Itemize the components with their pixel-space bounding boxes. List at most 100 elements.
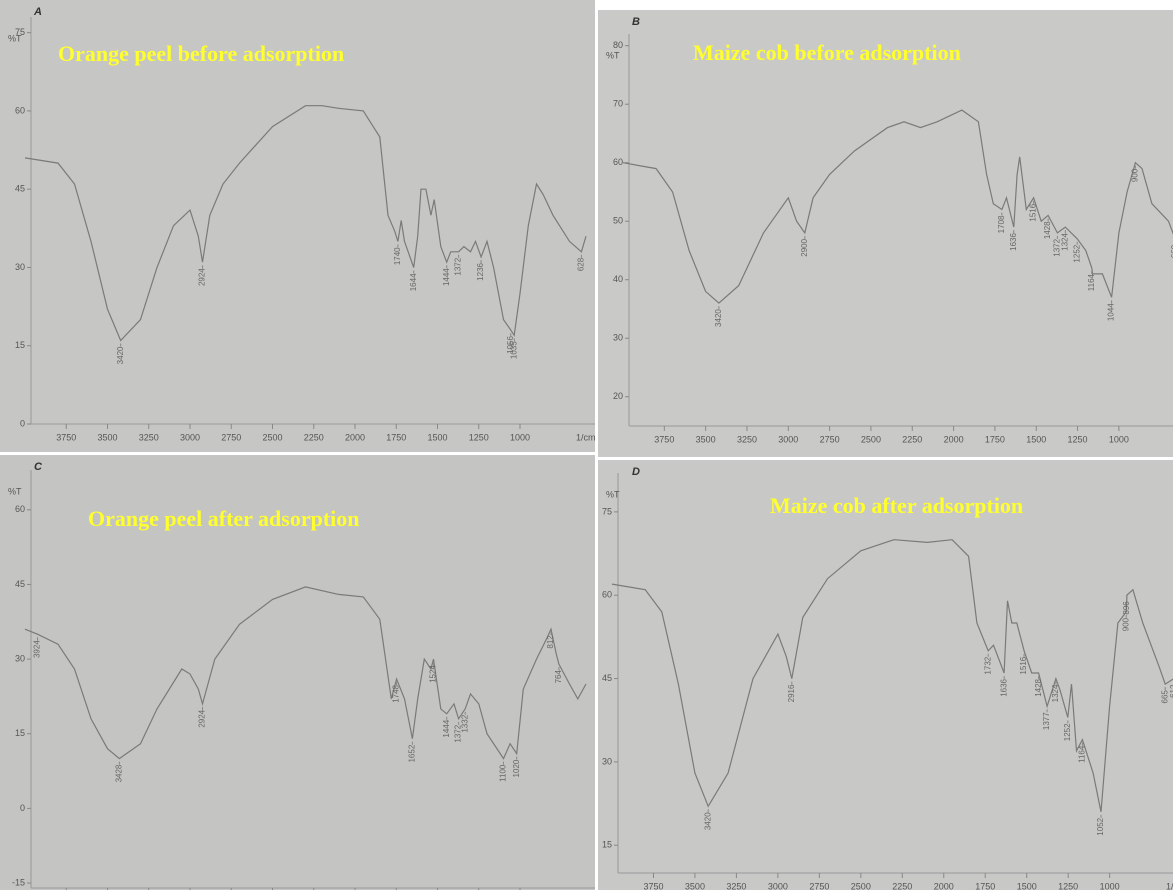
peak-label: 1444 [442,268,451,286]
peak-label: 900 [1131,168,1140,182]
x-tick-label: 2250 [892,881,912,890]
x-tick-label: 3500 [696,434,716,444]
y-tick-label: 80 [613,40,623,50]
y-tick-label: 45 [15,579,25,589]
peak-label: 1652 [408,744,417,762]
panel-letter: C [34,461,43,473]
peak-label: 764 [554,670,563,684]
panel-letter: A [33,6,42,18]
x-tick-label: 3250 [139,432,159,442]
peak-label: 1748 [392,684,401,702]
x-tick-label: 1500 [427,432,447,442]
panel-letter: B [632,16,640,28]
chart-title: Orange peel after adsorption [88,506,360,531]
x-tick-label: 2000 [934,881,954,890]
y-axis-label: %T [606,50,620,60]
chart-title: Orange peel before adsorption [58,41,344,66]
y-tick-label: 0 [20,803,25,813]
x-tick-label: 3000 [768,881,788,890]
peak-label: 3924 [33,640,42,658]
peak-label: 1428 [1043,221,1052,239]
peak-label: 3420 [714,309,723,327]
peak-label: 1035 [509,341,518,359]
peak-label: 1332 [460,714,469,732]
y-tick-label: 60 [15,105,25,115]
peak-label: 1252 [1063,723,1072,741]
y-tick-label: 15 [15,340,25,350]
x-tick-label: 2500 [262,432,282,442]
x-tick-label: 3750 [56,432,76,442]
peak-label: 2900 [800,238,809,256]
peak-label: 1164 [1087,273,1096,291]
x-tick-label: 1250 [469,432,489,442]
peak-label: 896 [1122,601,1131,615]
panel-letter: D [632,466,640,478]
peak-label: 1377 [1042,712,1051,730]
y-tick-label: 45 [15,184,25,194]
x-tick-label: 1750 [985,434,1005,444]
peak-label: 1636 [1009,233,1018,251]
x-tick-label: 3000 [778,434,798,444]
peak-label: 612 [1169,684,1173,698]
y-tick-label: 50 [613,216,623,226]
x-tick-label: 2000 [944,434,964,444]
peak-label: 1236 [476,262,485,280]
x-tick-label: 3000 [180,432,200,442]
peak-label: 3428 [114,764,123,782]
peak-label: 1252 [1072,244,1081,262]
x-axis-label: 1/cm [576,432,595,442]
x-tick-label: 2500 [861,434,881,444]
chart-title: Maize cob before adsorption [693,40,961,65]
peak-label: 3420 [116,346,125,364]
y-axis-label: %T [8,486,22,496]
x-tick-label: 1000 [1109,434,1129,444]
x-tick-label: 2250 [304,432,324,442]
x-tick-label: 1000 [510,432,530,442]
peak-label: 1732 [983,656,992,674]
y-tick-label: 15 [602,840,612,850]
y-tick-label: 60 [602,590,612,600]
x-tick-label: 2250 [902,434,922,444]
x-tick-label: 3500 [685,881,705,890]
peak-label: 1324 [1051,684,1060,702]
x-tick-label: 3250 [726,881,746,890]
y-tick-label: 30 [15,262,25,272]
peak-label: 2924 [198,709,207,727]
peak-label: 1644 [409,273,418,291]
x-tick-label: 1750 [386,432,406,442]
y-tick-label: 60 [613,157,623,167]
y-tick-label: 30 [613,333,623,343]
x-tick-label: 3250 [737,434,757,444]
peak-label: 1428 [1034,678,1043,696]
peak-label: 1524 [429,665,438,683]
peak-label: 665 [1160,690,1169,704]
y-tick-label: -15 [12,877,25,887]
peak-label: 1516 [1019,656,1028,674]
peak-label: 1636 [999,678,1008,696]
y-tick-label: 20 [613,391,623,401]
y-tick-label: 15 [15,728,25,738]
peak-label: 1164 [1078,745,1087,763]
y-tick-label: 0 [20,418,25,428]
x-tick-label: 2500 [851,881,871,890]
x-tick-label: 2750 [809,881,829,890]
x-tick-label: 3500 [97,432,117,442]
x-tick-label: 3750 [654,434,674,444]
peak-label: 1516 [1029,203,1038,221]
y-tick-label: 70 [613,99,623,109]
peak-label: 1372 [454,257,463,275]
x-tick-label: 1000 [1100,881,1120,890]
x-tick-label: 2750 [820,434,840,444]
peak-label: 900 [1121,617,1130,631]
y-axis-label: %T [8,33,22,43]
peak-label: 3420 [703,812,712,830]
x-tick-label: 3750 [643,881,663,890]
y-tick-label: 75 [602,506,612,516]
chart-title: Maize cob after adsorption [770,493,1023,518]
spectrum-panel: 1530456075375035003250300027502500225020… [598,460,1173,890]
x-tick-label: 1250 [1068,434,1088,444]
peak-label: 2924 [198,268,207,286]
peak-label: 1020 [512,759,521,777]
